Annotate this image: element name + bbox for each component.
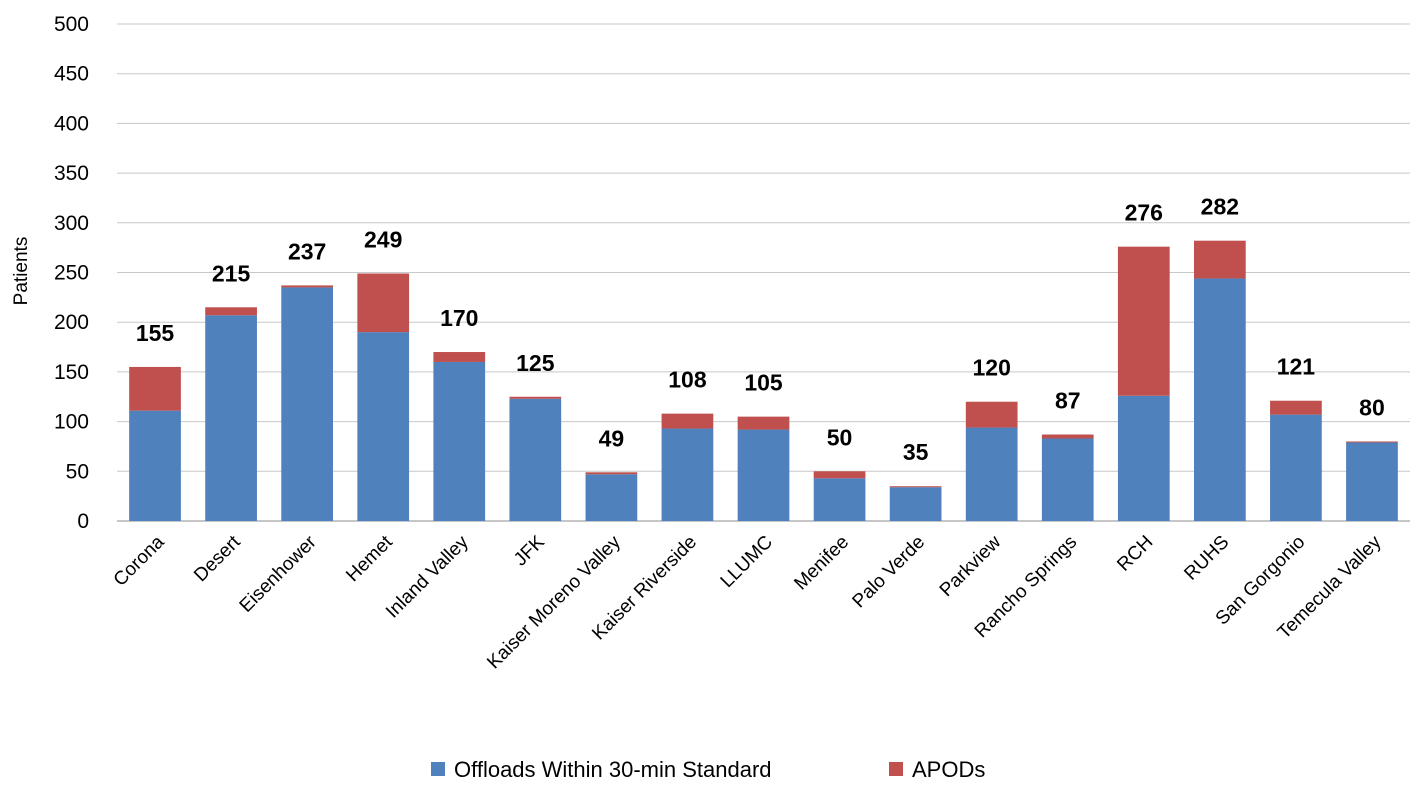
x-category-label: Parkview — [936, 531, 1006, 601]
bar-segment — [1193, 240, 1246, 279]
bar-segment — [1041, 434, 1094, 439]
x-category-label: RUHS — [1180, 532, 1233, 585]
y-tick-label: 500 — [54, 13, 89, 36]
bar-segment — [433, 361, 486, 521]
bar-segment — [1193, 278, 1246, 521]
bar-segment — [357, 332, 410, 521]
bar-segment — [1346, 441, 1398, 443]
bar-segment — [1270, 400, 1322, 415]
y-tick-label: 250 — [54, 262, 89, 285]
bar-segment — [585, 472, 638, 475]
bar-segment — [889, 487, 942, 521]
legend-label: Offloads Within 30-min Standard — [454, 757, 772, 782]
bar-total-label: 49 — [599, 425, 625, 451]
bar-segment — [1117, 395, 1170, 521]
bar-segment — [205, 307, 257, 316]
y-tick-label: 200 — [54, 311, 89, 334]
y-axis-title: Patients — [11, 237, 32, 306]
y-tick-label: 150 — [54, 361, 89, 384]
bar-total-label: 50 — [827, 424, 853, 450]
total-labels: 155 215 237 249 170 125 49 108 105 50 35 120 87 276 28… — [136, 194, 1385, 466]
bar-total-label: 237 — [288, 238, 326, 264]
legend-label: APODs — [912, 757, 985, 782]
bar-segment — [1270, 414, 1322, 521]
bar-segment — [509, 396, 562, 399]
bar-segment — [813, 471, 866, 479]
bar-segment — [585, 474, 638, 521]
bar-segment — [509, 398, 562, 521]
bar-total-label: 155 — [136, 320, 175, 346]
bars — [129, 240, 1398, 521]
bar-segment — [965, 427, 1018, 521]
bar-segment — [205, 315, 257, 521]
y-tick-label: 50 — [66, 460, 89, 483]
bar-segment — [281, 287, 334, 521]
x-category-label: Palo Verde — [849, 532, 930, 613]
bar-total-label: 276 — [1125, 200, 1163, 226]
y-axis-ticks: 0 50 100 150 200 250 300 350 400 450 500 — [54, 13, 89, 533]
y-tick-label: 450 — [54, 63, 89, 86]
bar-segment — [737, 429, 790, 521]
legend: Offloads Within 30-min Standard APODs — [431, 757, 985, 782]
x-category-label: Inland Valley — [382, 531, 473, 622]
x-category-label: Corona — [110, 531, 169, 590]
x-category-label: Eisenhower — [236, 531, 322, 617]
bar-total-label: 120 — [972, 355, 1010, 381]
y-tick-label: 0 — [77, 510, 89, 533]
y-tick-label: 100 — [54, 411, 89, 434]
bar-segment — [357, 273, 410, 333]
bar-segment — [965, 401, 1018, 428]
bar-total-label: 105 — [744, 370, 783, 396]
bar-segment — [661, 428, 714, 521]
y-tick-label: 300 — [54, 212, 89, 235]
bar-total-label: 125 — [516, 350, 555, 376]
y-tick-label: 400 — [54, 112, 89, 135]
x-category-label: Hemet — [342, 531, 397, 586]
bar-segment — [129, 410, 181, 521]
legend-swatch — [431, 762, 445, 776]
bar-total-label: 282 — [1201, 194, 1239, 220]
bar-segment — [1346, 442, 1398, 521]
x-category-label: LLUMC — [717, 532, 777, 592]
x-category-label: Desert — [190, 531, 245, 586]
bar-total-label: 215 — [212, 260, 251, 286]
bar-segment — [661, 413, 714, 429]
bar-segment — [129, 366, 181, 411]
bar-total-label: 121 — [1277, 354, 1316, 380]
x-category-label: JFK — [510, 531, 549, 570]
x-category-label: Kaiser Moreno Valley — [483, 531, 625, 673]
bar-segment — [1117, 246, 1170, 396]
bar-total-label: 35 — [903, 439, 929, 465]
x-category-label: RCH — [1113, 532, 1157, 576]
bar-segment — [1041, 438, 1094, 521]
legend-swatch — [889, 762, 903, 776]
bar-total-label: 108 — [668, 367, 707, 393]
bar-segment — [433, 352, 486, 362]
bar-segment — [737, 416, 790, 430]
bar-total-label: 170 — [440, 305, 478, 331]
bar-total-label: 249 — [364, 226, 402, 252]
bar-segment — [281, 285, 334, 288]
x-category-label: Menifee — [790, 532, 853, 595]
bar-total-label: 87 — [1055, 388, 1081, 414]
bar-segment — [889, 486, 942, 488]
bar-total-label: 80 — [1359, 394, 1385, 420]
y-tick-label: 350 — [54, 162, 89, 185]
bar-segment — [813, 478, 866, 521]
